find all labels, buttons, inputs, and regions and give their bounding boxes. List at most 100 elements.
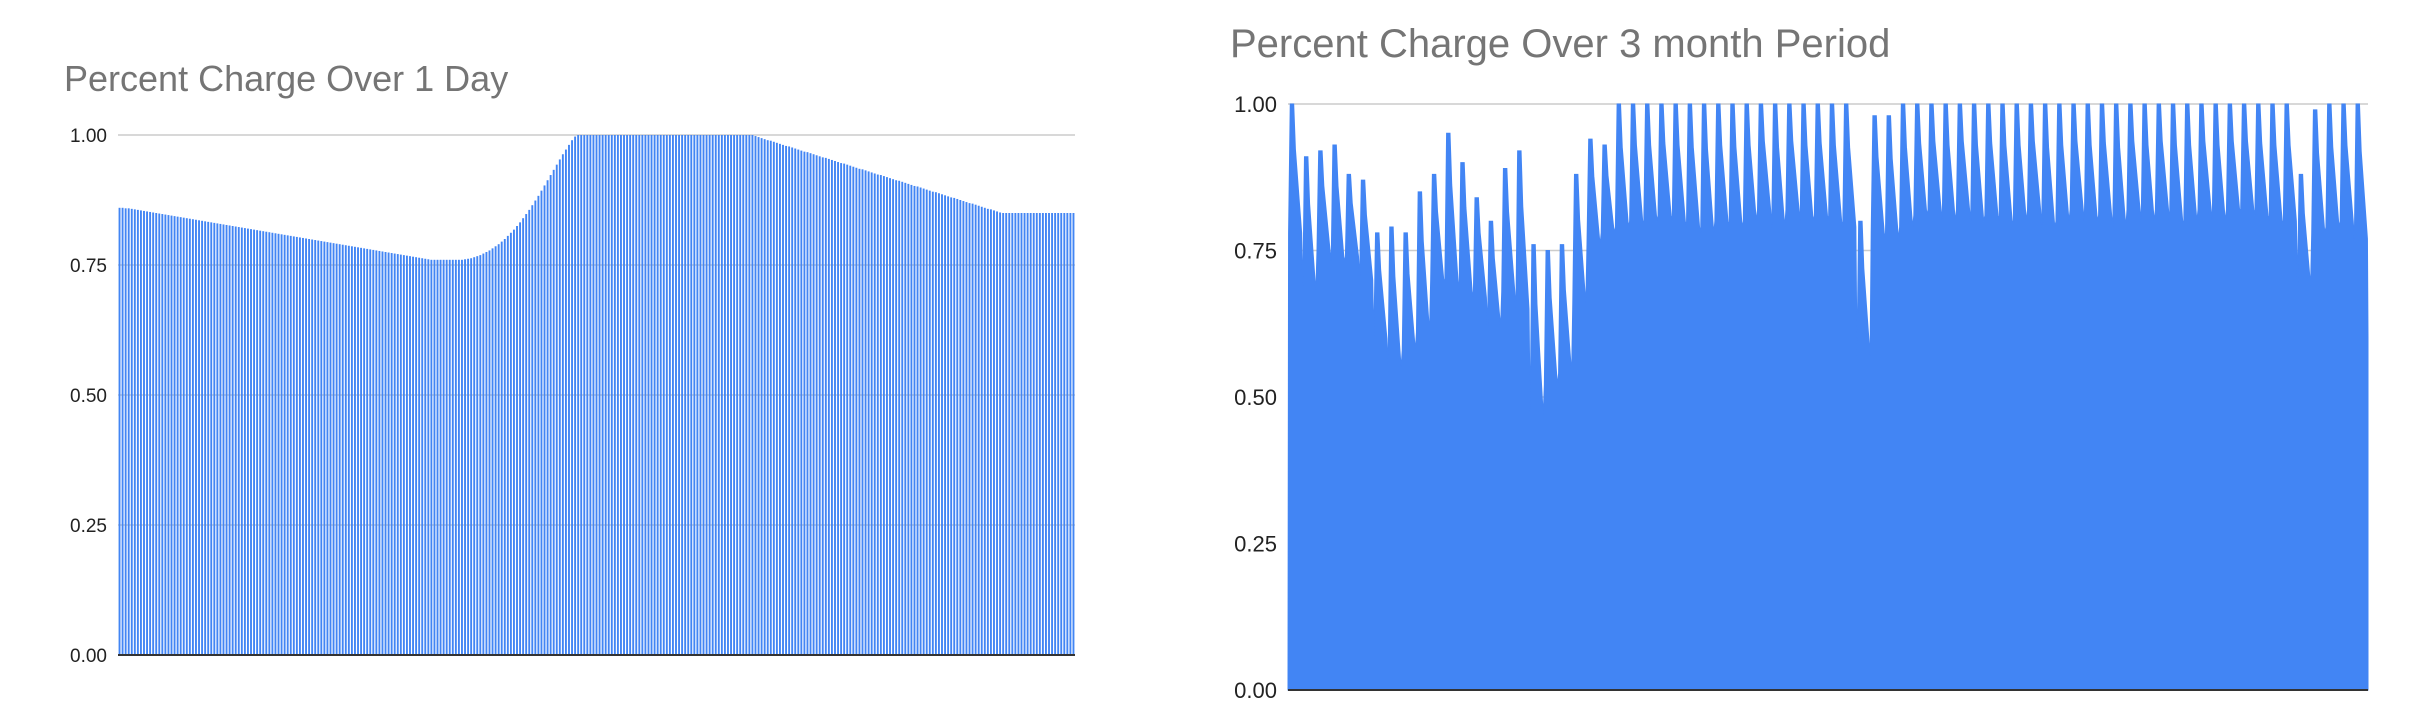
bar	[216, 223, 219, 655]
bar	[794, 148, 797, 655]
bar	[1038, 213, 1041, 655]
bar	[993, 210, 995, 655]
bar	[228, 225, 231, 656]
bar	[656, 135, 659, 655]
bar	[476, 256, 479, 655]
bar	[806, 152, 809, 655]
bar	[855, 167, 858, 655]
bar	[335, 243, 338, 655]
bar	[1032, 213, 1035, 655]
bar	[528, 209, 531, 655]
bar	[537, 195, 540, 655]
bar	[225, 224, 228, 655]
bar	[873, 173, 876, 656]
bar	[601, 135, 604, 655]
bar	[1051, 213, 1054, 655]
bar	[372, 249, 375, 656]
bar	[717, 135, 720, 655]
bar	[785, 145, 788, 656]
y-tick-label: 1.00	[70, 126, 107, 147]
bar	[332, 243, 335, 655]
bar	[405, 255, 408, 655]
bar	[546, 180, 549, 656]
bar	[745, 135, 748, 655]
bar	[1002, 213, 1005, 655]
bar	[616, 135, 619, 655]
bar	[800, 150, 803, 655]
bar	[775, 142, 778, 656]
bar	[757, 137, 760, 655]
bar	[329, 242, 332, 655]
bar	[852, 166, 855, 655]
bar	[846, 164, 849, 655]
bar	[959, 200, 962, 655]
bar	[311, 239, 314, 655]
bar	[922, 188, 925, 655]
bar	[1066, 213, 1069, 655]
bar	[167, 215, 170, 655]
y-tick-label: 0.25	[70, 516, 107, 537]
bar	[843, 163, 846, 655]
bar	[882, 176, 885, 655]
bar	[574, 136, 577, 655]
bar	[696, 135, 699, 655]
bar	[512, 229, 515, 655]
bar	[256, 230, 259, 655]
bar	[797, 149, 800, 655]
bar	[583, 135, 586, 655]
bar	[231, 226, 234, 655]
bar	[751, 135, 754, 655]
bar	[390, 253, 393, 656]
bar	[983, 207, 986, 656]
bar	[136, 209, 139, 655]
bar	[198, 220, 200, 655]
bar	[549, 175, 552, 656]
bar	[864, 170, 867, 656]
bar	[693, 135, 696, 655]
bar	[1017, 213, 1020, 655]
bar	[598, 135, 601, 655]
bar	[824, 157, 827, 655]
bar	[158, 213, 161, 655]
bar	[522, 218, 525, 655]
bar	[580, 135, 583, 655]
bar	[996, 211, 998, 655]
bar	[237, 227, 240, 656]
bar	[543, 185, 546, 655]
y-tick-label: 0.50	[70, 386, 107, 407]
bar	[457, 259, 460, 655]
bar	[974, 204, 977, 655]
bar	[931, 191, 934, 655]
bar	[714, 135, 717, 655]
bar	[705, 135, 708, 655]
bar	[809, 153, 812, 655]
bar	[280, 234, 283, 655]
bar	[830, 159, 833, 655]
bar	[779, 143, 781, 655]
bar	[898, 180, 901, 655]
y-tick-label: 1.00	[1234, 92, 1277, 117]
bar	[323, 241, 326, 655]
chart-plot-area: 0.00 0.25 0.50 0.75 1.00	[1234, 92, 2369, 703]
bar	[271, 232, 274, 655]
bar	[620, 135, 622, 655]
bar	[118, 207, 121, 656]
bar	[815, 155, 818, 655]
bar	[240, 227, 243, 655]
y-tick-label: 0.00	[1234, 678, 1277, 703]
bar	[867, 171, 870, 655]
bar	[1008, 213, 1011, 655]
bar	[1048, 213, 1050, 655]
bar	[644, 135, 647, 655]
bar	[464, 259, 466, 655]
bar	[130, 208, 133, 655]
bar	[286, 235, 289, 656]
bar	[723, 135, 726, 655]
bar	[968, 203, 971, 655]
bar	[901, 181, 904, 656]
bar	[124, 208, 127, 655]
bar	[1054, 213, 1057, 655]
bar	[470, 258, 473, 655]
bar	[937, 193, 940, 656]
bar	[485, 252, 488, 655]
